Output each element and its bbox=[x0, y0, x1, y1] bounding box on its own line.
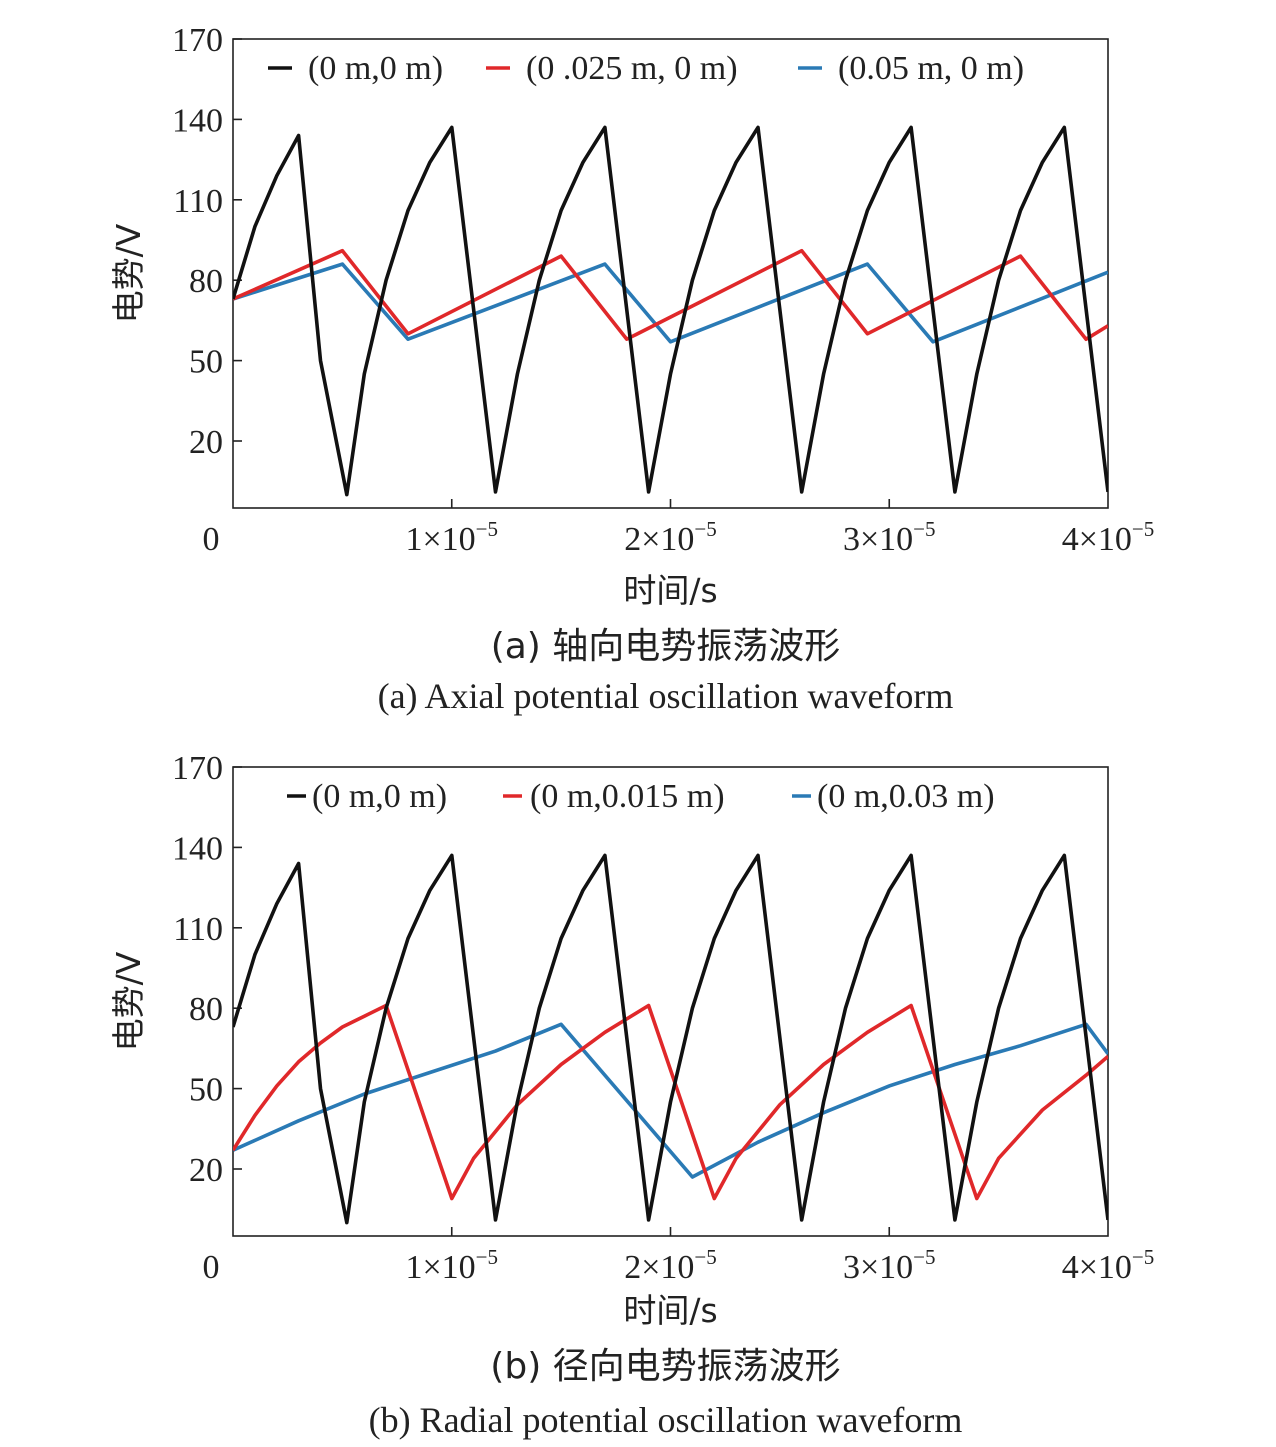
x-tick-label: 2×10−5 bbox=[624, 517, 717, 558]
x-tick-label: 0 bbox=[203, 1249, 220, 1286]
y-tick-label: 170 bbox=[172, 750, 223, 787]
x-tick-label: 1×10−5 bbox=[405, 517, 498, 558]
series-line-2 bbox=[233, 262, 1108, 344]
series-line-0 bbox=[233, 125, 1108, 497]
y-tick-label: 140 bbox=[172, 830, 223, 867]
y-tick-label: 110 bbox=[173, 911, 223, 948]
x-tick-label: 0 bbox=[203, 521, 220, 558]
y-tick-label: 50 bbox=[189, 1072, 223, 1109]
y-tick-label: 20 bbox=[189, 1152, 223, 1189]
series-line-1 bbox=[233, 1003, 1108, 1201]
y-tick-label: 50 bbox=[189, 344, 223, 381]
legend-label: (0 m,0.015 m) bbox=[530, 778, 725, 815]
panel-radial: 20 50 80 110 140 170 0 1×10−5 2×10−5 3×10−5 4×10−5… bbox=[109, 750, 1154, 1440]
x-tick-label: 3×10−5 bbox=[843, 517, 936, 558]
y-tick-label: 110 bbox=[173, 183, 223, 220]
caption-cn: (b) 径向电势振荡波形 bbox=[490, 1346, 840, 1387]
x-tick-label: 1×10−5 bbox=[405, 1245, 498, 1286]
y-tick-label: 170 bbox=[172, 22, 223, 59]
legend-label: (0.05 m, 0 m) bbox=[838, 50, 1024, 87]
x-tick-label: 3×10−5 bbox=[843, 1245, 936, 1286]
panel-axial: 20 50 80 110 140 170 0 1×10−5 2×10−5 3×10−5 4×10−5… bbox=[109, 22, 1154, 716]
plot-frame bbox=[232, 766, 1109, 1237]
caption-en: (a) Axial potential oscillation waveform bbox=[378, 676, 954, 716]
x-tick-label: 4×10−5 bbox=[1062, 1245, 1155, 1286]
y-tick-label: 80 bbox=[189, 991, 223, 1028]
y-tick-label: 140 bbox=[172, 102, 223, 139]
legend-label: (0 .025 m, 0 m) bbox=[526, 50, 738, 87]
legend-label: (0 m,0.03 m) bbox=[817, 778, 995, 815]
legend-label: (0 m,0 m) bbox=[312, 778, 447, 815]
y-tick-label: 80 bbox=[189, 263, 223, 300]
x-axis-label: 时间/s bbox=[623, 1291, 717, 1330]
x-tick-label: 4×10−5 bbox=[1062, 517, 1155, 558]
x-tick-label: 2×10−5 bbox=[624, 1245, 717, 1286]
caption-en: (b) Radial potential oscillation wavefor… bbox=[369, 1400, 963, 1440]
caption-cn: (a) 轴向电势振荡波形 bbox=[491, 626, 841, 667]
y-axis-label: 电势/V bbox=[109, 223, 148, 323]
series-line-2 bbox=[233, 1022, 1108, 1179]
y-axis-label: 电势/V bbox=[109, 951, 148, 1051]
y-tick-label: 20 bbox=[189, 424, 223, 461]
series-line-0 bbox=[233, 853, 1108, 1225]
series-line-1 bbox=[233, 248, 1108, 342]
plot-frame bbox=[232, 38, 1109, 509]
legend-label: (0 m,0 m) bbox=[308, 50, 443, 87]
x-axis-label: 时间/s bbox=[623, 571, 717, 610]
